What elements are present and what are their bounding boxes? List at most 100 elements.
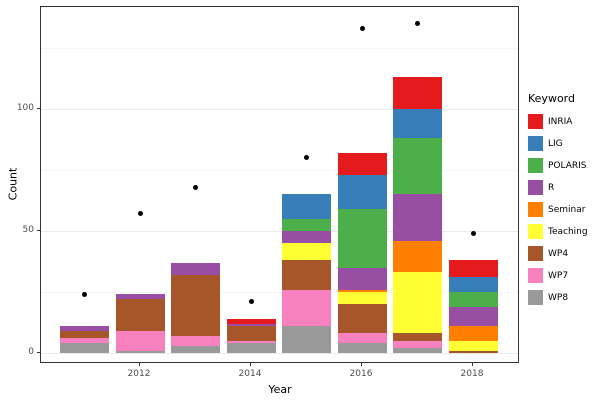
bar-segment-Teaching bbox=[393, 272, 442, 334]
legend-swatch-icon bbox=[528, 136, 543, 151]
gridline-minor bbox=[41, 170, 518, 171]
x-tick bbox=[139, 363, 140, 366]
data-point bbox=[304, 155, 309, 161]
bar-segment-WP7 bbox=[226, 340, 276, 344]
bar-segment-R bbox=[171, 262, 220, 275]
legend-item-LIG: LIG bbox=[528, 135, 588, 152]
bar-segment-INRIA bbox=[393, 77, 442, 109]
bar-segment-LIG bbox=[393, 109, 442, 139]
legend-item-WP4: WP4 bbox=[528, 245, 588, 262]
bar-segment-INRIA bbox=[337, 152, 387, 175]
gridline-minor bbox=[41, 48, 518, 49]
bar-segment-WP4 bbox=[282, 260, 331, 290]
legend-label: INRIA bbox=[548, 116, 573, 127]
bar-segment-WP8 bbox=[226, 343, 276, 353]
legend-label: Seminar bbox=[548, 204, 586, 215]
gridline-minor bbox=[41, 292, 518, 293]
y-tick-label: 100 bbox=[16, 103, 34, 113]
bar-2015 bbox=[282, 194, 331, 353]
legend-swatch-icon bbox=[528, 246, 543, 261]
legend-swatch-icon bbox=[528, 180, 543, 195]
bar-segment-Teaching bbox=[337, 292, 387, 305]
legend-label: R bbox=[548, 182, 555, 193]
gridline-major bbox=[41, 109, 518, 110]
bar-segment-WP7 bbox=[171, 335, 220, 346]
bar-segment-WP8 bbox=[115, 350, 165, 353]
bar-segment-WP8 bbox=[60, 343, 109, 353]
bar-segment-WP8 bbox=[393, 348, 442, 353]
legend-label: WP8 bbox=[548, 292, 569, 303]
bar-2012 bbox=[115, 294, 165, 353]
data-point bbox=[415, 21, 420, 27]
bar-2011 bbox=[60, 326, 109, 353]
legend-item-Teaching: Teaching bbox=[528, 223, 588, 240]
legend-swatch-icon bbox=[528, 202, 543, 217]
y-tick-label: 50 bbox=[22, 225, 34, 235]
bar-segment-R bbox=[60, 326, 109, 332]
data-point bbox=[248, 299, 254, 305]
data-point bbox=[82, 291, 87, 297]
bar-segment-WP7 bbox=[60, 338, 109, 344]
legend-item-POLARIS: POLARIS bbox=[528, 157, 588, 174]
bar-segment-Seminar bbox=[448, 326, 498, 341]
legend-label: POLARIS bbox=[548, 160, 587, 171]
bar-segment-WP4 bbox=[448, 350, 498, 353]
bar-segment-LIG bbox=[448, 277, 498, 292]
bar-segment-Teaching bbox=[448, 340, 498, 351]
legend-item-WP8: WP8 bbox=[528, 289, 588, 306]
bar-segment-INRIA bbox=[226, 318, 276, 324]
legend-label: WP7 bbox=[548, 270, 569, 281]
bar-segment-WP4 bbox=[115, 299, 165, 332]
gridline-major bbox=[41, 353, 518, 354]
legend-swatch-icon bbox=[528, 158, 543, 173]
bar-segment-Seminar bbox=[337, 289, 387, 292]
bar-segment-WP4 bbox=[60, 331, 109, 339]
legend-label: LIG bbox=[548, 138, 563, 149]
bar-segment-WP4 bbox=[171, 274, 220, 336]
bar-2017 bbox=[393, 77, 442, 353]
legend-title: Keyword bbox=[528, 92, 575, 105]
bar-segment-R bbox=[115, 294, 165, 300]
bar-segment-WP4 bbox=[337, 304, 387, 334]
bar-segment-LIG bbox=[282, 194, 331, 219]
x-tick-label: 2018 bbox=[460, 369, 484, 379]
legend-item-INRIA: INRIA bbox=[528, 113, 588, 130]
bar-segment-Seminar bbox=[393, 240, 442, 273]
data-point bbox=[137, 211, 143, 217]
legend-swatch-icon bbox=[528, 290, 543, 305]
y-tick bbox=[37, 108, 40, 109]
y-tick-label: 0 bbox=[28, 347, 34, 357]
bar-segment-INRIA bbox=[448, 260, 498, 278]
bar-segment-Teaching bbox=[282, 243, 331, 261]
legend-items: INRIA LIG POLARIS R Seminar Teaching WP4 WP7 WP8 bbox=[528, 113, 588, 306]
data-point bbox=[470, 230, 476, 236]
legend-label: WP4 bbox=[548, 248, 569, 259]
legend-item-R: R bbox=[528, 179, 588, 196]
bar-segment-WP8 bbox=[337, 343, 387, 353]
bar-segment-R bbox=[337, 267, 387, 290]
x-tick-label: 2014 bbox=[238, 369, 262, 379]
bar-segment-R bbox=[393, 194, 442, 241]
legend-label: Teaching bbox=[548, 226, 588, 237]
bar-2018 bbox=[448, 260, 498, 353]
bar-segment-WP7 bbox=[393, 340, 442, 349]
y-tick bbox=[37, 352, 40, 353]
legend-swatch-icon bbox=[528, 224, 543, 239]
x-tick bbox=[472, 363, 473, 366]
bar-segment-LIG bbox=[337, 174, 387, 210]
bar-segment-POLARIS bbox=[337, 209, 387, 268]
legend: Keyword INRIA LIG POLARIS R Seminar Teaching W… bbox=[528, 92, 588, 311]
bar-segment-WP7 bbox=[282, 289, 331, 327]
x-tick-label: 2016 bbox=[349, 369, 373, 379]
x-tick bbox=[361, 363, 362, 366]
bar-segment-WP4 bbox=[393, 333, 442, 341]
bar-segment-POLARIS bbox=[282, 218, 331, 231]
bar-segment-R bbox=[448, 306, 498, 327]
bar-2014 bbox=[226, 318, 276, 353]
y-axis-title: Count bbox=[6, 167, 20, 201]
plot-panel bbox=[40, 6, 519, 363]
bar-segment-R bbox=[226, 323, 276, 327]
bar-segment-R bbox=[282, 231, 331, 244]
bar-segment-WP8 bbox=[282, 326, 331, 353]
